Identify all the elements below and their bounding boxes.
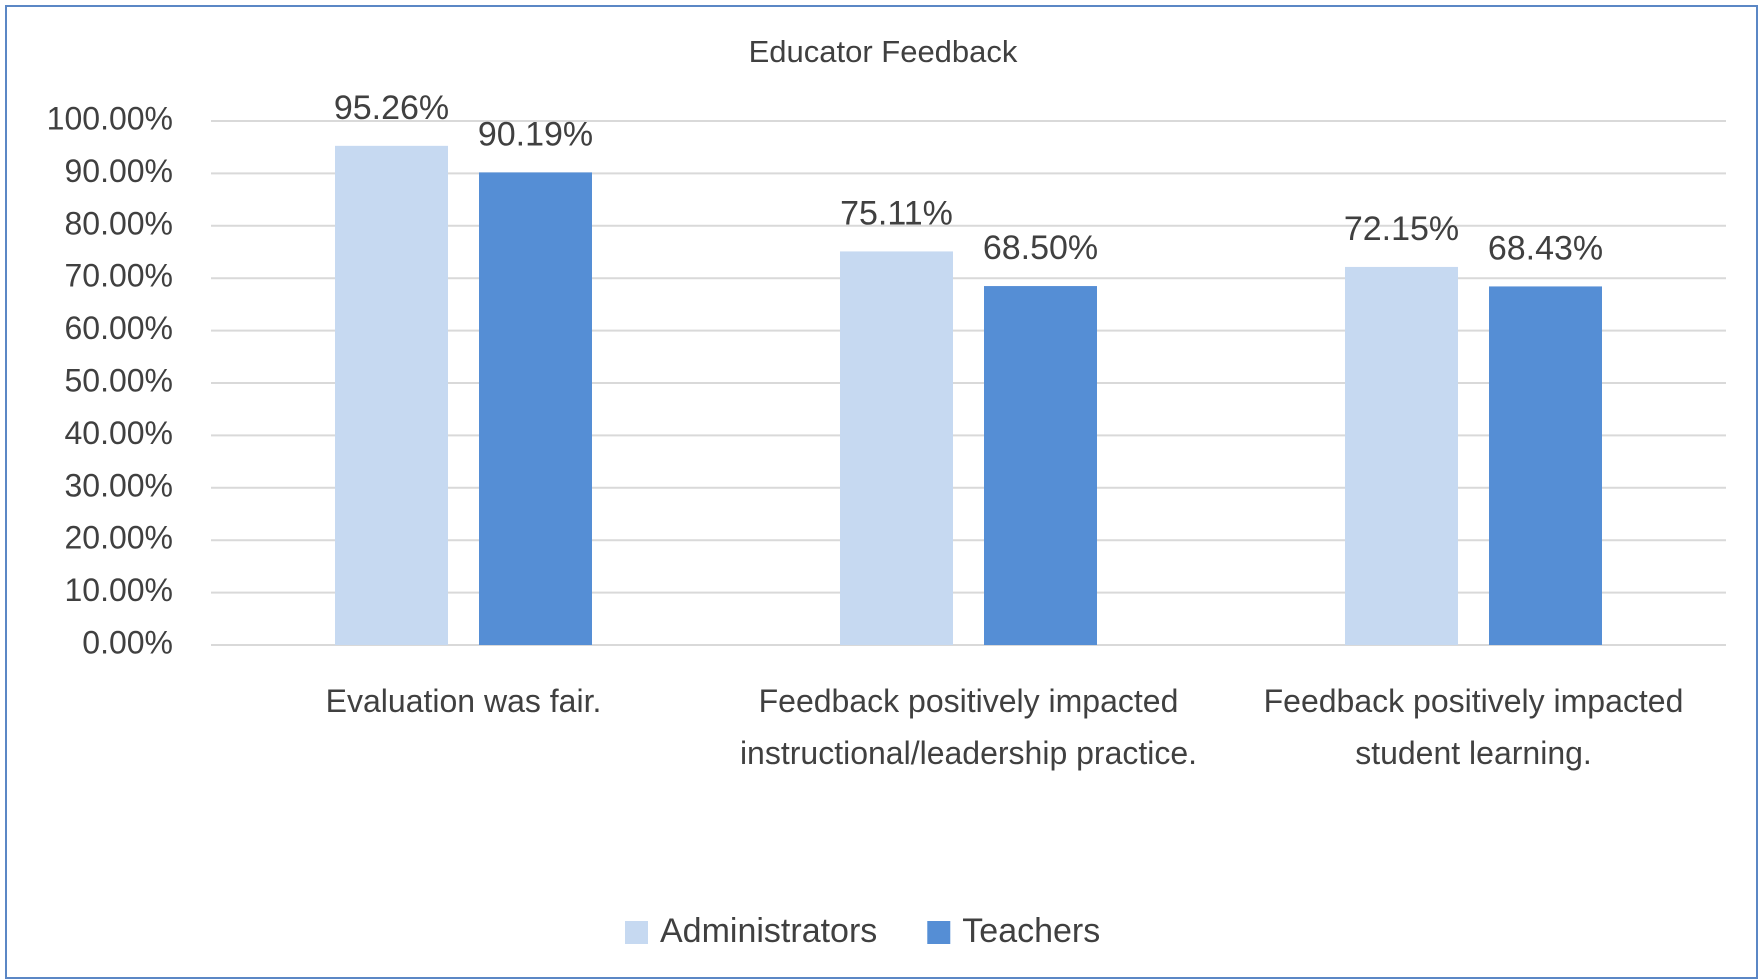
legend-swatch (927, 921, 951, 944)
y-tick-label: 70.00% (64, 258, 173, 294)
bar (1489, 286, 1602, 645)
data-label: 68.43% (1488, 229, 1603, 267)
data-label: 90.19% (478, 115, 593, 153)
y-tick-label: 50.00% (64, 362, 173, 398)
y-tick-label: 80.00% (64, 205, 173, 241)
x-tick-label: Feedback positively impacted student lea… (1263, 683, 1684, 771)
x-tick-label: Evaluation was fair. (325, 683, 602, 719)
y-tick-label: 0.00% (82, 624, 173, 660)
y-tick-label: 10.00% (64, 572, 173, 608)
bar (840, 251, 953, 646)
y-tick-label: 90.00% (64, 153, 173, 189)
bar (984, 286, 1097, 645)
bar (1345, 266, 1458, 645)
y-tick-label: 60.00% (64, 310, 173, 346)
chart-title: Educator Feedback (749, 34, 1018, 69)
y-tick-label: 20.00% (64, 520, 173, 556)
data-label: 95.26% (334, 89, 449, 127)
bar (479, 172, 592, 645)
data-label: 75.11% (840, 194, 953, 232)
bar (335, 145, 448, 646)
data-label: 68.50% (983, 229, 1098, 267)
y-tick-label: 30.00% (64, 467, 173, 503)
y-tick-label: 100.00% (47, 100, 173, 136)
x-tick-label: Feedback positively impacted instruction… (739, 683, 1198, 771)
y-tick-label: 40.00% (64, 415, 173, 451)
legend-label: Teachers (962, 912, 1100, 950)
legend-label: Administrators (660, 912, 877, 950)
legend-swatch (625, 921, 648, 944)
data-label: 72.15% (1344, 210, 1459, 248)
